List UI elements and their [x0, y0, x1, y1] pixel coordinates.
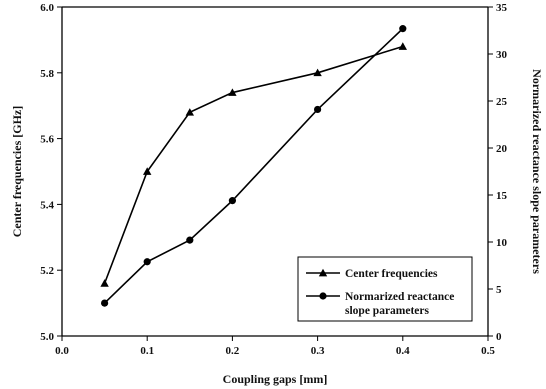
- series-2-point: [314, 105, 322, 114]
- series-layer: [100, 25, 407, 307]
- legend-box: [297, 256, 473, 322]
- right-y-tick-label: 15: [496, 190, 508, 202]
- left-y-tick-label: 5.0: [40, 331, 54, 343]
- right-y-tick-label: 20: [496, 143, 508, 155]
- right-y-tick-label: 10: [496, 237, 508, 249]
- ticks: 0.0 0.1 0.2 0.3 0.4 0.5 5.0 5.2 5.4 5.6 5.8 6.0 0 5 10…: [40, 2, 507, 357]
- legend-label-line: Normarized reactance: [345, 291, 454, 303]
- right-y-tick-label: 30: [496, 49, 508, 61]
- left-y-axis-title: Center frequencies [GHz]: [10, 106, 24, 238]
- left-y-tick-label: 6.0: [40, 2, 54, 14]
- x-tick-label: 0.4: [396, 345, 410, 357]
- series-1: [100, 42, 407, 287]
- legend: Center frequencies Normarized reactance sl…: [297, 256, 473, 322]
- left-y-tick-label: 5.4: [40, 199, 54, 211]
- right-y-tick-label: 5: [496, 284, 502, 296]
- series-1-point: [313, 68, 322, 77]
- x-tick-label: 0.5: [481, 345, 495, 357]
- series-2-point: [186, 236, 194, 244]
- legend-marker: [319, 292, 327, 300]
- axes: [61, 6, 489, 337]
- legend-item-1: Center frequencies: [306, 268, 438, 280]
- legend-item-2: Normarized reactance slope parameters: [306, 291, 454, 317]
- legend-label-line: Center frequencies: [345, 268, 438, 280]
- legend-label: Normarized reactance slope parameters: [345, 291, 454, 317]
- left-y-tick-label: 5.6: [40, 134, 54, 146]
- x-tick-label: 0.2: [226, 345, 240, 357]
- x-tick-label: 0.1: [140, 345, 154, 357]
- right-y-tick-label: 35: [496, 2, 508, 14]
- series-2-point: [143, 258, 151, 266]
- series-1-point: [228, 88, 237, 96]
- legend-marker: [318, 268, 328, 277]
- series-2-point: [399, 25, 407, 33]
- series-2: [101, 25, 407, 307]
- legend-items: Center frequencies Normarized reactance sl…: [306, 268, 454, 317]
- series-1-line: [103, 45, 404, 284]
- series-1-point: [398, 42, 407, 50]
- series-1-point: [100, 279, 109, 287]
- legend-label: Center frequencies: [345, 268, 438, 280]
- series-2-point: [228, 197, 236, 205]
- series-2-point: [101, 299, 109, 307]
- x-tick-label: 0.3: [311, 345, 325, 357]
- right-y-axis-title: Normarized reactance slope parameters: [530, 69, 544, 274]
- right-y-tick-label: 25: [496, 96, 508, 108]
- x-tick-label: 0.0: [55, 345, 69, 357]
- left-y-tick-label: 5.2: [40, 265, 54, 277]
- legend-label-line: slope parameters: [345, 305, 430, 317]
- x-axis-title: Coupling gaps [mm]: [223, 372, 328, 386]
- right-y-tick-label: 0: [496, 331, 502, 343]
- series-1-point: [185, 108, 194, 116]
- left-y-tick-label: 5.8: [40, 68, 54, 80]
- series-2-line: [104, 28, 404, 304]
- series-1-point: [143, 167, 152, 175]
